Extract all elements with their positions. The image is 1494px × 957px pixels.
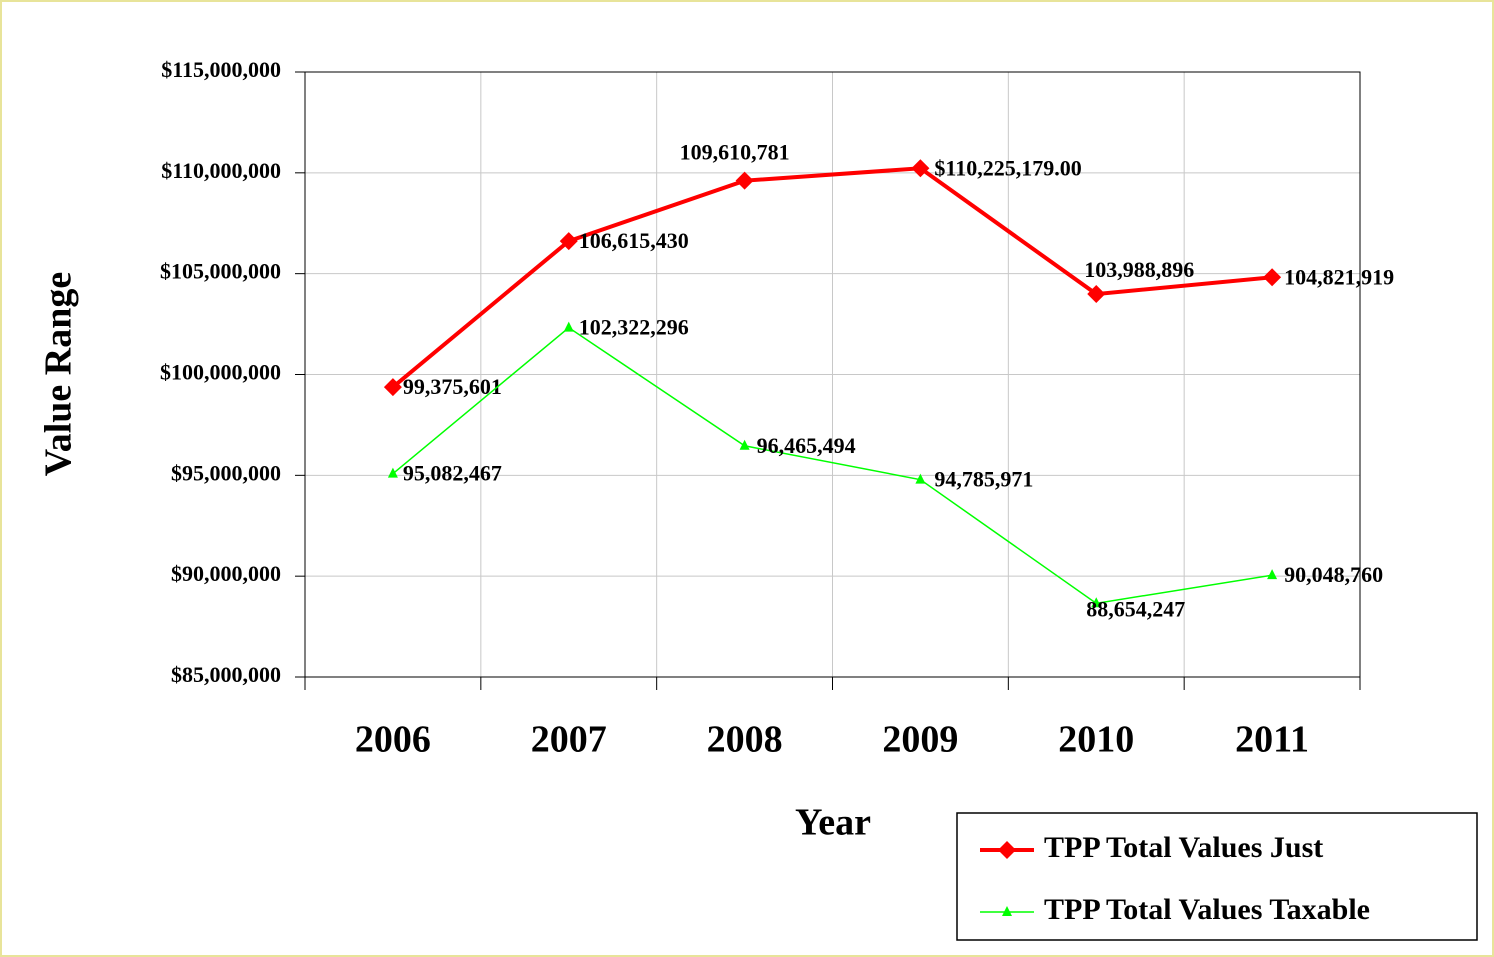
x-axis-title: Year	[795, 802, 871, 844]
x-tick-label: 2007	[531, 719, 607, 761]
point	[1267, 569, 1278, 580]
legend-box	[956, 812, 1478, 941]
y-axis-title: Value Range	[38, 272, 80, 476]
y-tick-label: $110,000,000	[161, 158, 281, 183]
data-label: 96,465,494	[757, 433, 856, 458]
series-line	[392, 326, 1273, 605]
legend-label: TPP Total Values Just	[1044, 831, 1323, 864]
data-label: 95,082,467	[403, 461, 502, 486]
point	[739, 439, 750, 450]
y-tick-label: $95,000,000	[171, 460, 281, 485]
x-tick-label: 2011	[1235, 719, 1309, 761]
point	[1087, 285, 1106, 304]
point	[387, 467, 398, 478]
point	[735, 171, 754, 190]
x-tick-label: 2006	[355, 719, 431, 761]
y-tick-label: $105,000,000	[160, 259, 281, 284]
series-line	[391, 166, 1273, 389]
point	[998, 841, 1016, 859]
data-label: $110,225,179.00	[934, 155, 1081, 180]
point	[1002, 906, 1012, 916]
data-label: 102,322,296	[579, 315, 689, 340]
y-tick-label: $85,000,000	[171, 662, 281, 687]
data-label: 103,988,896	[1084, 257, 1194, 282]
point	[1263, 268, 1282, 287]
point	[1091, 597, 1102, 608]
y-tick-label: $115,000,000	[161, 57, 281, 82]
x-tick-label: 2009	[882, 719, 958, 761]
data-label: 104,821,919	[1284, 264, 1394, 289]
point	[383, 378, 402, 397]
data-label: 94,785,971	[934, 467, 1033, 492]
data-label: 88,654,247	[1086, 596, 1185, 621]
x-tick-label: 2008	[707, 719, 783, 761]
data-label: 109,610,781	[680, 140, 790, 165]
point	[915, 473, 926, 484]
data-label: 99,375,601	[403, 374, 502, 399]
data-label: 106,615,430	[579, 228, 689, 253]
data-label: 90,048,760	[1284, 562, 1383, 587]
point	[911, 159, 930, 178]
point	[563, 321, 574, 332]
legend-label: TPP Total Values Taxable	[1044, 893, 1370, 926]
point	[559, 232, 578, 251]
y-tick-label: $90,000,000	[171, 561, 281, 586]
x-tick-label: 2010	[1058, 719, 1134, 761]
y-tick-label: $100,000,000	[160, 360, 281, 385]
